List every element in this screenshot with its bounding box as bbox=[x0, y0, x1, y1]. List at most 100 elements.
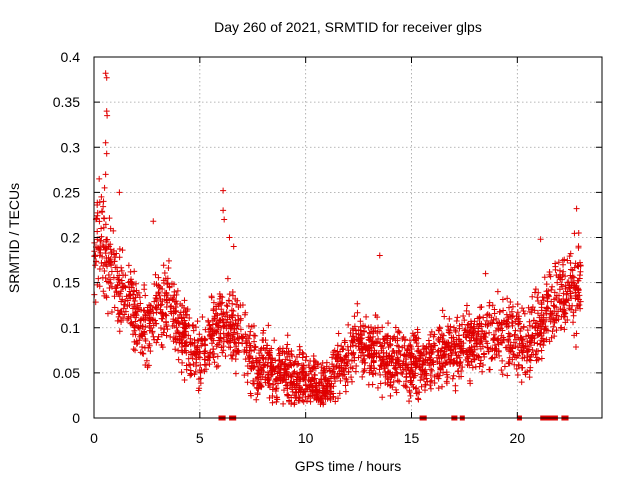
data-point bbox=[241, 372, 248, 379]
data-point bbox=[287, 359, 294, 366]
data-point bbox=[350, 349, 357, 356]
data-point bbox=[376, 366, 383, 373]
data-point bbox=[174, 318, 181, 325]
data-point bbox=[294, 361, 301, 368]
data-point bbox=[565, 279, 572, 286]
data-point bbox=[458, 373, 465, 380]
data-point bbox=[402, 383, 409, 390]
data-point bbox=[187, 341, 194, 348]
data-point bbox=[206, 349, 213, 356]
data-point bbox=[377, 354, 384, 361]
data-point bbox=[196, 367, 203, 374]
data-point bbox=[534, 298, 541, 305]
data-point bbox=[543, 310, 550, 317]
data-point bbox=[119, 280, 125, 287]
data-point bbox=[322, 377, 329, 384]
data-point bbox=[160, 329, 167, 336]
data-point bbox=[472, 363, 479, 370]
data-point bbox=[529, 332, 536, 339]
data-point bbox=[522, 369, 529, 376]
data-point bbox=[393, 386, 400, 393]
data-point bbox=[258, 364, 265, 371]
data-point bbox=[266, 349, 273, 356]
data-point bbox=[230, 348, 237, 355]
data-point bbox=[361, 343, 368, 350]
data-point bbox=[213, 343, 220, 350]
data-point bbox=[178, 369, 185, 376]
data-point bbox=[445, 339, 452, 346]
data-point bbox=[420, 351, 427, 358]
data-point bbox=[383, 337, 390, 344]
data-point bbox=[486, 329, 493, 336]
data-point bbox=[208, 326, 215, 333]
data-point bbox=[448, 340, 455, 347]
data-point bbox=[415, 343, 422, 350]
data-point bbox=[519, 336, 526, 343]
data-point bbox=[488, 355, 495, 362]
data-point bbox=[243, 347, 250, 354]
data-point bbox=[378, 362, 385, 369]
data-point bbox=[507, 342, 514, 349]
data-point bbox=[101, 215, 108, 222]
data-point bbox=[360, 368, 367, 375]
data-point bbox=[444, 374, 451, 381]
data-point bbox=[567, 250, 574, 257]
data-point bbox=[466, 311, 473, 318]
data-point bbox=[247, 365, 254, 372]
data-point bbox=[497, 308, 504, 315]
data-point bbox=[447, 356, 454, 363]
data-point bbox=[340, 345, 347, 352]
data-point bbox=[428, 377, 435, 384]
data-point bbox=[157, 306, 164, 313]
data-point bbox=[252, 344, 259, 351]
data-point bbox=[114, 281, 121, 288]
data-point bbox=[311, 376, 318, 383]
data-point bbox=[540, 342, 547, 349]
data-point bbox=[296, 343, 303, 350]
data-point bbox=[550, 323, 557, 330]
data-point bbox=[124, 303, 131, 310]
data-point bbox=[507, 299, 514, 306]
data-point bbox=[219, 316, 226, 323]
data-point bbox=[162, 311, 169, 318]
data-point bbox=[320, 365, 327, 372]
data-point bbox=[253, 396, 260, 403]
data-point bbox=[449, 375, 456, 382]
data-point bbox=[382, 371, 389, 378]
data-point bbox=[539, 294, 546, 301]
data-point bbox=[245, 322, 252, 329]
data-point bbox=[94, 199, 101, 206]
data-point bbox=[541, 338, 548, 345]
data-point bbox=[247, 328, 254, 335]
data-point bbox=[233, 301, 240, 308]
data-point bbox=[98, 237, 105, 244]
data-point bbox=[190, 322, 197, 329]
data-point bbox=[573, 292, 580, 299]
data-point bbox=[92, 262, 99, 269]
data-point bbox=[330, 394, 337, 401]
data-point bbox=[467, 380, 474, 387]
data-point bbox=[540, 311, 547, 318]
data-point bbox=[464, 361, 471, 368]
data-point bbox=[440, 369, 447, 376]
x-tick-label: 10 bbox=[298, 430, 314, 446]
data-point bbox=[234, 347, 241, 354]
y-tick-label: 0 bbox=[72, 410, 80, 426]
data-point bbox=[407, 377, 414, 384]
data-point bbox=[187, 335, 194, 342]
data-point bbox=[385, 368, 392, 375]
data-point bbox=[92, 252, 99, 259]
data-point bbox=[320, 372, 327, 379]
data-point bbox=[280, 400, 287, 407]
data-point bbox=[161, 269, 168, 276]
data-point bbox=[272, 387, 279, 394]
data-point bbox=[391, 333, 398, 340]
data-point bbox=[102, 221, 109, 228]
data-point bbox=[460, 350, 467, 357]
data-point bbox=[480, 361, 487, 368]
data-point bbox=[292, 389, 299, 396]
data-point bbox=[208, 293, 215, 300]
data-point bbox=[349, 339, 356, 346]
data-point bbox=[158, 301, 165, 308]
data-point bbox=[557, 325, 564, 332]
